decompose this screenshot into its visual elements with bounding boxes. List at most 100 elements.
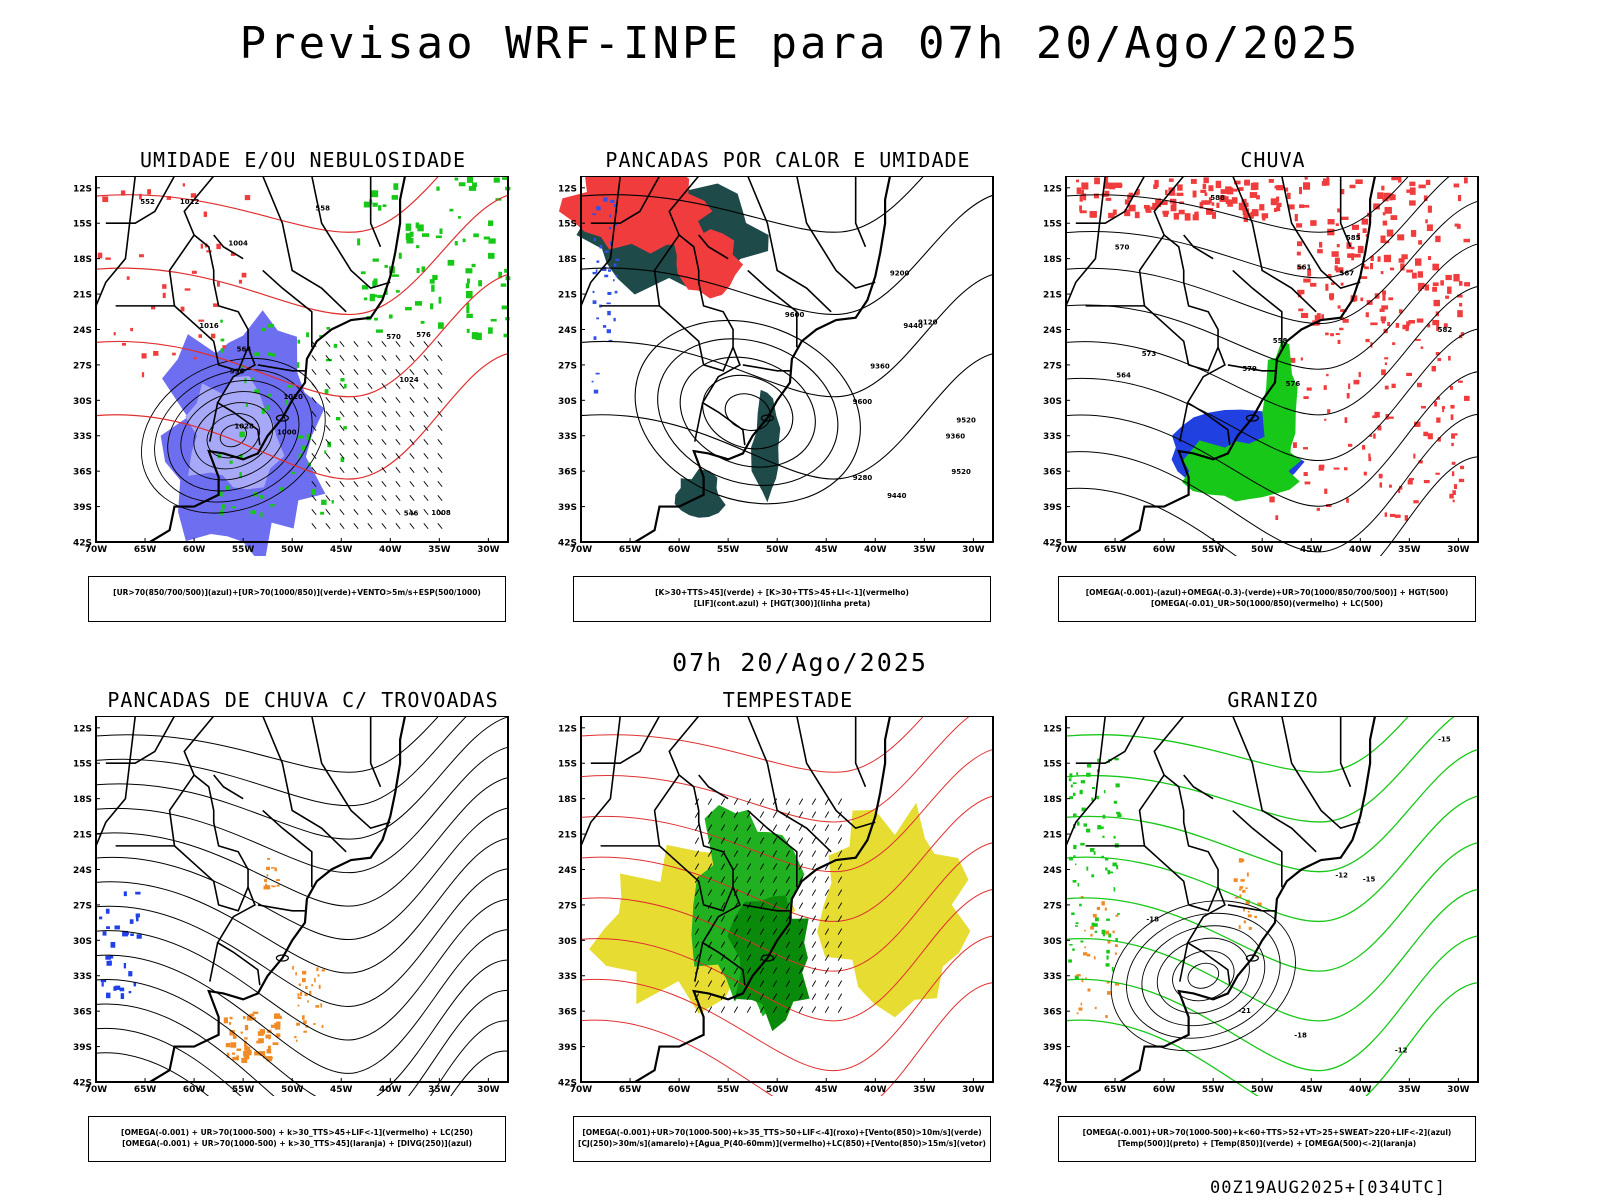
omega500-orange-area [1084, 946, 1086, 949]
wind-vector [353, 453, 359, 460]
wind-vector [798, 850, 804, 857]
rain-red-area [1333, 467, 1340, 470]
rain-red-area [1353, 379, 1360, 385]
lon-tick-label: 45W [330, 545, 353, 555]
rain-red-area [1431, 365, 1436, 372]
temp850-green-contour [1101, 929, 1106, 935]
panel-legend: [OMEGA(-0.001)+UR>70(1000-500)+k<60+TTS>… [1058, 1116, 1476, 1162]
green-humidity-contour [405, 223, 412, 231]
wind-vector [437, 411, 443, 418]
temp850-green-contour [1074, 863, 1077, 866]
wind-vector [707, 798, 713, 805]
rain-red-area [1238, 187, 1244, 191]
green-humidity-contour [393, 183, 399, 190]
rain-red-area [1384, 362, 1388, 366]
wind-vector [746, 837, 752, 844]
rain-red-area [1275, 206, 1281, 212]
rain-red-area [1244, 181, 1249, 185]
rain-red-area [1296, 251, 1301, 256]
omega500-orange-area [1112, 930, 1115, 934]
political-border [1075, 716, 1146, 765]
instability-orange-area [230, 1042, 237, 1048]
rain-red-area [1208, 197, 1212, 204]
rain-red-area [1373, 203, 1380, 210]
rain-red-area [1276, 185, 1284, 191]
wind-vector [772, 993, 778, 1000]
political-border [658, 845, 734, 912]
instability-orange-area [267, 1045, 271, 1051]
lagoon [275, 954, 289, 962]
omega500-orange-area [1107, 991, 1111, 995]
lif-blue-contour [606, 329, 611, 334]
wind-vector [311, 355, 317, 362]
lif-blue-contour [610, 241, 613, 246]
omega500-orange-area [1105, 1015, 1108, 1019]
wind-vector [325, 523, 331, 530]
rain-red-area [1335, 267, 1344, 273]
wind-vector [785, 902, 791, 909]
green-humidity-contour [254, 352, 260, 357]
political-border [105, 716, 176, 765]
green-humidity-contour [254, 389, 260, 394]
green-humidity-contour [306, 434, 311, 440]
wind-vector [811, 941, 817, 948]
rain-red-area [1327, 219, 1335, 225]
rain-red-area [1368, 453, 1371, 458]
rain-red-area [1298, 308, 1304, 312]
political-border [1143, 845, 1219, 912]
red-contour-fragment [139, 193, 142, 200]
lon-tick-label: 40W [864, 545, 887, 555]
contour-label: 567 [1339, 269, 1354, 277]
red-contour-fragment [120, 190, 126, 196]
rain-red-area [1398, 258, 1405, 263]
rain-red-area [1155, 199, 1159, 206]
wind-vector [694, 980, 700, 987]
wind-vector [395, 495, 401, 502]
rain-red-area [1108, 182, 1116, 190]
wind-vector [785, 980, 791, 987]
map-base [1066, 716, 1478, 1082]
legend-line: [K>30+TTS>45](verde) + [K>30+TTS>45+LI<-… [655, 588, 909, 597]
wind-vector [785, 863, 791, 870]
lon-tick-label: 30W [477, 545, 500, 555]
political-border [1183, 774, 1214, 800]
lon-tick-label: 65W [134, 545, 157, 555]
temp850-green-contour [1113, 887, 1116, 892]
rain-red-area [1381, 305, 1389, 310]
rain-red-area [1432, 319, 1440, 326]
legend-line: [CJ(250)>30m/s](amarelo)+[Agua_P(40-60mm… [578, 1139, 986, 1148]
rain-red-area [1389, 193, 1393, 201]
wind-vector [325, 481, 331, 488]
divergence-blue-area [101, 982, 104, 987]
lif-blue-contour [614, 290, 618, 294]
wind-vector [824, 993, 830, 1000]
temp850-green-contour [1075, 922, 1079, 925]
wind-vector [694, 954, 700, 961]
wind-vector [720, 928, 726, 935]
divergence-blue-area [130, 933, 134, 936]
political-border [1153, 716, 1231, 986]
temp850-green-contour [1065, 748, 1479, 873]
political-border [600, 774, 680, 847]
rain-red-area [1374, 411, 1380, 418]
wind-vector [325, 439, 331, 446]
rain-red-area [1199, 202, 1204, 209]
wind-vector [367, 509, 373, 516]
wind-vector [311, 467, 317, 474]
omega500-orange-area [1105, 930, 1109, 935]
temp850-green-contour [1107, 869, 1111, 875]
wind-vector [785, 941, 791, 948]
lon-tick-label: 60W [668, 545, 691, 555]
wind-vector [759, 889, 765, 896]
green-humidity-contour [335, 416, 341, 421]
temp850-green-contour [1116, 811, 1121, 815]
wind-vector [694, 850, 700, 857]
political-border [1085, 774, 1165, 847]
rain-red-area [1432, 282, 1439, 287]
map-base [96, 716, 508, 1082]
wind-vector [824, 850, 830, 857]
rain-red-area [1455, 433, 1458, 436]
lat-tick-label: 18S [73, 255, 92, 265]
contour-label: 576 [416, 331, 431, 339]
